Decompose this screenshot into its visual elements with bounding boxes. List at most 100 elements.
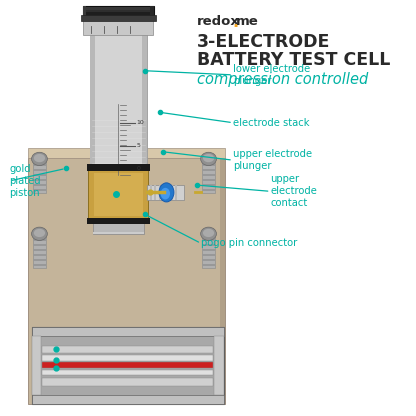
Bar [84, 9, 153, 11]
Bar [33, 179, 46, 181]
Bar [84, 9, 153, 11]
Bar [202, 174, 215, 176]
Bar [84, 8, 153, 9]
Bar [33, 184, 46, 186]
Bar [84, 8, 153, 9]
Bar [202, 169, 215, 171]
Bar [202, 237, 215, 268]
Bar [150, 6, 154, 17]
Bar [90, 104, 146, 177]
Text: 10: 10 [136, 120, 144, 125]
Bar [33, 259, 46, 261]
Bar [94, 173, 143, 216]
Text: 0.3: 0.3 [100, 17, 108, 22]
Bar [84, 8, 153, 10]
Bar [202, 239, 215, 241]
Text: compression controlled: compression controlled [197, 72, 369, 87]
Bar [28, 158, 225, 404]
Ellipse shape [201, 227, 216, 240]
Ellipse shape [32, 152, 47, 166]
Bar [83, 6, 87, 17]
Bar [84, 9, 153, 12]
Bar [84, 10, 153, 12]
Bar [84, 10, 153, 12]
Bar [84, 8, 153, 10]
Text: 0.4: 0.4 [114, 17, 121, 22]
Bar [84, 8, 153, 11]
Bar [90, 33, 95, 179]
Bar [84, 7, 153, 8]
Bar [84, 9, 153, 12]
Bar [158, 185, 161, 200]
Bar [84, 8, 153, 10]
Text: .: . [232, 15, 238, 30]
Bar [84, 9, 153, 11]
Bar [84, 8, 153, 11]
Text: 0: 0 [136, 166, 140, 171]
Bar [33, 244, 46, 246]
Text: upper
electrode
contact: upper electrode contact [270, 174, 317, 208]
Bar [202, 264, 215, 266]
Bar [81, 15, 156, 21]
Polygon shape [92, 129, 145, 135]
Bar [84, 10, 153, 12]
Bar [84, 7, 153, 9]
Bar [33, 162, 46, 193]
Bar [87, 218, 150, 224]
Bar [84, 8, 153, 10]
Text: 0.2: 0.2 [87, 17, 95, 22]
Text: 5: 5 [136, 143, 140, 148]
Polygon shape [92, 135, 145, 141]
Text: upper electrode
plunger: upper electrode plunger [233, 149, 312, 171]
Polygon shape [92, 141, 145, 148]
Bar [87, 164, 150, 171]
Bar [84, 9, 153, 10]
Bar [202, 179, 215, 181]
Bar [93, 223, 144, 234]
Bar [214, 336, 223, 395]
Bar [202, 244, 215, 246]
Bar [33, 264, 46, 266]
Bar [84, 7, 153, 9]
Bar [84, 7, 153, 9]
Bar [33, 169, 46, 171]
Text: me: me [236, 15, 259, 27]
Bar [202, 162, 215, 193]
Polygon shape [92, 148, 145, 154]
Ellipse shape [201, 152, 216, 166]
Ellipse shape [32, 227, 47, 240]
Text: electrode stack: electrode stack [233, 118, 310, 128]
Bar [84, 10, 153, 12]
Bar [84, 10, 153, 12]
Bar [84, 9, 153, 11]
Text: 0.5: 0.5 [126, 17, 134, 22]
Ellipse shape [203, 229, 214, 237]
Ellipse shape [159, 183, 174, 202]
Bar [33, 249, 46, 251]
Text: lower electrode
plunger: lower electrode plunger [233, 64, 310, 86]
Bar [84, 7, 153, 8]
Polygon shape [92, 116, 145, 123]
Bar [84, 8, 153, 10]
Bar [171, 185, 173, 200]
Bar [42, 379, 213, 386]
Bar [83, 6, 154, 17]
Bar [84, 7, 153, 8]
Bar [84, 8, 153, 11]
Bar [28, 148, 225, 158]
Bar [32, 395, 223, 404]
Bar [84, 7, 153, 9]
Bar [175, 185, 177, 200]
Bar [33, 254, 46, 256]
Text: pogo pin connector: pogo pin connector [201, 238, 297, 248]
Bar [202, 189, 215, 191]
Bar [84, 9, 153, 12]
Bar [42, 362, 213, 369]
Polygon shape [92, 160, 145, 166]
Bar [33, 237, 46, 268]
Bar [84, 8, 153, 10]
Bar [88, 168, 149, 220]
Ellipse shape [34, 154, 45, 162]
Bar [93, 232, 144, 234]
Polygon shape [92, 154, 145, 160]
